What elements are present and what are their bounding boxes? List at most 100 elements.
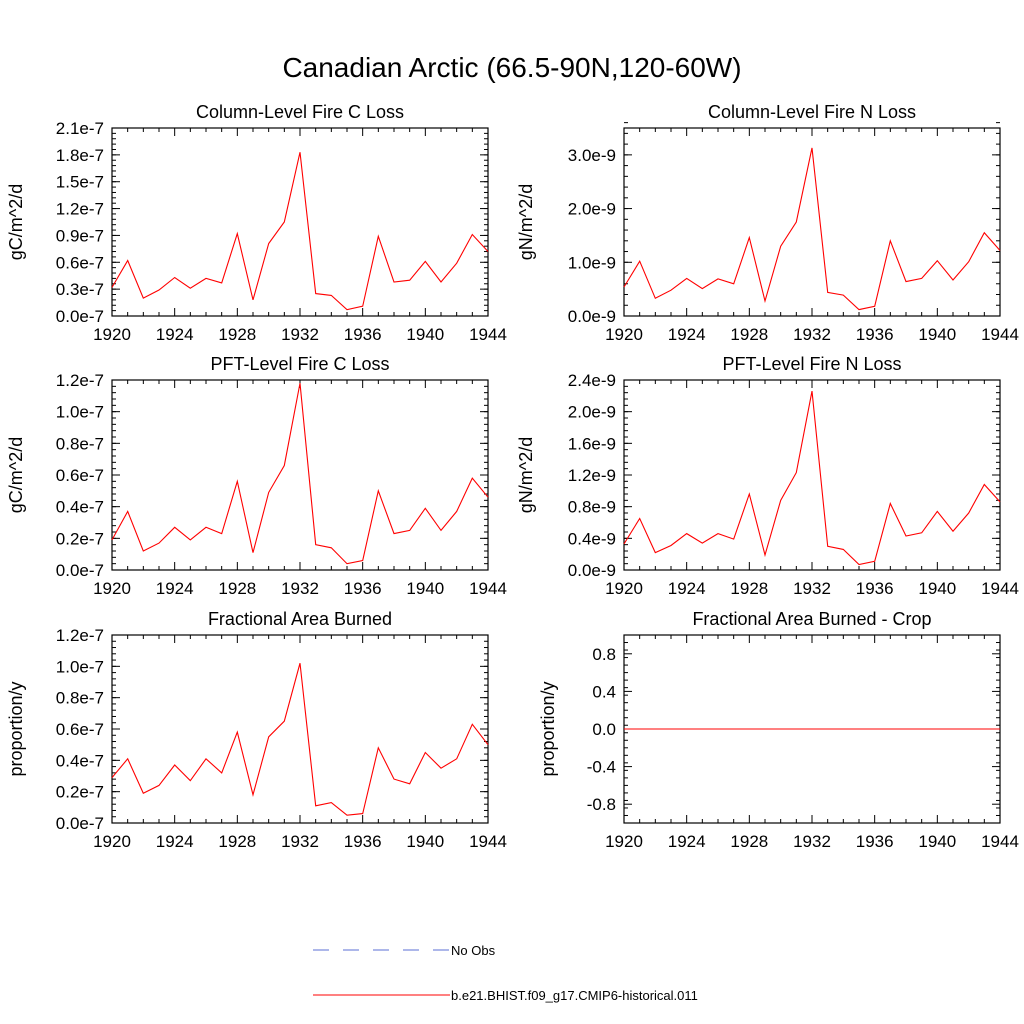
y-tick-label: 1.2e-9	[568, 466, 616, 485]
y-tick-label: 0.8e-9	[568, 498, 616, 517]
y-tick-label: 1.5e-7	[56, 173, 104, 192]
chart-title: Fractional Area Burned	[208, 609, 392, 629]
x-tick-label: 1940	[918, 832, 956, 851]
y-tick-label: 1.2e-7	[56, 200, 104, 219]
y-tick-label: 0.0e-7	[56, 814, 104, 833]
chart-title: Fractional Area Burned - Crop	[692, 609, 931, 629]
y-axis-label: gC/m^2/d	[6, 437, 26, 513]
x-tick-label: 1936	[344, 579, 382, 598]
x-tick-label: 1944	[981, 325, 1019, 344]
x-tick-label: 1940	[406, 579, 444, 598]
chart-title: PFT-Level Fire N Loss	[722, 354, 901, 374]
y-tick-label: 0.0e-7	[56, 307, 104, 326]
x-tick-label: 1944	[469, 325, 507, 344]
series-line	[111, 383, 489, 565]
chart-panel-6: 1920 1924 1928 1932 1936 1940 1944 -0.8 -0.4 0.0 0…	[538, 609, 1019, 851]
y-axis-label: gN/m^2/d	[516, 184, 536, 260]
y-tick-label: 0.2e-7	[56, 783, 104, 802]
chart-panel-2: 1920 1924 1928 1932 1936 1940 1944 0.0e-9 1.0e-9…	[516, 102, 1019, 344]
x-tick-label: 1924	[156, 832, 194, 851]
y-tick-label: 1.2e-7	[56, 371, 104, 390]
x-tick-label: 1920	[605, 325, 643, 344]
x-tick-label: 1936	[344, 832, 382, 851]
x-tick-label: 1932	[281, 325, 319, 344]
y-tick-label: 0.4e-9	[568, 529, 616, 548]
x-tick-label: 1928	[218, 325, 256, 344]
x-tick-label: 1924	[668, 832, 706, 851]
y-tick-label: 0.4	[592, 682, 616, 701]
y-tick-label: 3.0e-9	[568, 146, 616, 165]
x-tick-label: 1924	[668, 579, 706, 598]
y-tick-label: 1.6e-9	[568, 434, 616, 453]
x-tick-label: 1944	[981, 579, 1019, 598]
y-tick-label: 0.6e-7	[56, 253, 104, 272]
y-axis-label: gC/m^2/d	[6, 184, 26, 260]
chart-panel-5: 1920 1924 1928 1932 1936 1940 1944 0.0e-7 0.2e-7…	[6, 609, 507, 851]
x-tick-label: 1944	[981, 832, 1019, 851]
x-tick-label: 1944	[469, 579, 507, 598]
y-axis-label: proportion/y	[538, 681, 558, 776]
chart-panel-4: 1920 1924 1928 1932 1936 1940 1944 0.0e-9 0.4e-9…	[516, 354, 1019, 598]
x-tick-label: 1936	[856, 579, 894, 598]
series-line	[623, 147, 1001, 311]
series-line	[623, 390, 1001, 566]
y-tick-label: 0.0e-7	[56, 561, 104, 580]
y-tick-label: 1.2e-7	[56, 626, 104, 645]
y-tick-label: 1.0e-9	[568, 253, 616, 272]
x-tick-label: 1936	[856, 325, 894, 344]
legend-label: No Obs	[451, 943, 496, 958]
y-tick-label: 1.8e-7	[56, 146, 104, 165]
y-tick-label: 0.2e-7	[56, 529, 104, 548]
x-tick-label: 1940	[406, 325, 444, 344]
chart-panel-1: 1920 1924 1928 1932 1936 1940 1944 0.0e-7 0.3e-7…	[6, 102, 507, 344]
chart-title: Column-Level Fire C Loss	[196, 102, 404, 122]
x-tick-label: 1932	[793, 579, 831, 598]
y-tick-label: 0.0e-9	[568, 561, 616, 580]
legend: No Obs b.e21.BHIST.f09_g17.CMIP6-historic…	[313, 943, 698, 1003]
x-tick-label: 1932	[281, 832, 319, 851]
x-tick-label: 1932	[793, 325, 831, 344]
y-tick-label: 2.0e-9	[568, 200, 616, 219]
x-tick-label: 1928	[730, 325, 768, 344]
y-tick-label: 0.6e-7	[56, 720, 104, 739]
plot-frame	[623, 379, 1001, 571]
x-tick-label: 1920	[93, 832, 131, 851]
y-tick-label: 0.8	[592, 645, 616, 664]
y-tick-label: 0.8e-7	[56, 689, 104, 708]
y-tick-label: 1.0e-7	[56, 403, 104, 422]
x-tick-label: 1920	[93, 325, 131, 344]
y-tick-label: 0.4e-7	[56, 751, 104, 770]
x-tick-label: 1932	[281, 579, 319, 598]
x-tick-label: 1940	[918, 579, 956, 598]
x-tick-label: 1928	[218, 579, 256, 598]
chart-title: Column-Level Fire N Loss	[708, 102, 916, 122]
y-tick-label: 0.4e-7	[56, 498, 104, 517]
series-line	[111, 663, 489, 816]
y-tick-label: 0.9e-7	[56, 226, 104, 245]
y-tick-label: 1.0e-7	[56, 657, 104, 676]
y-axis-label: proportion/y	[6, 681, 26, 776]
x-tick-label: 1920	[605, 579, 643, 598]
y-tick-label: -0.8	[587, 795, 616, 814]
x-tick-label: 1944	[469, 832, 507, 851]
x-tick-label: 1920	[93, 579, 131, 598]
x-tick-label: 1936	[344, 325, 382, 344]
y-tick-label: 2.0e-9	[568, 403, 616, 422]
chart-panel-3: 1920 1924 1928 1932 1936 1940 1944 0.0e-7 0.2e-7…	[6, 354, 507, 598]
y-tick-label: 0.0	[592, 720, 616, 739]
plot-frame	[111, 379, 489, 571]
x-tick-label: 1936	[856, 832, 894, 851]
x-tick-label: 1940	[918, 325, 956, 344]
legend-label: b.e21.BHIST.f09_g17.CMIP6-historical.011	[451, 988, 698, 1003]
y-tick-label: 2.4e-9	[568, 371, 616, 390]
page-title: Canadian Arctic (66.5-90N,120-60W)	[282, 52, 742, 83]
y-tick-label: 2.1e-7	[56, 119, 104, 138]
x-tick-label: 1940	[406, 832, 444, 851]
y-tick-label: 0.6e-7	[56, 466, 104, 485]
x-tick-label: 1932	[793, 832, 831, 851]
x-tick-label: 1924	[156, 579, 194, 598]
y-tick-label: 0.8e-7	[56, 434, 104, 453]
series-line	[111, 152, 489, 311]
x-tick-label: 1920	[605, 832, 643, 851]
